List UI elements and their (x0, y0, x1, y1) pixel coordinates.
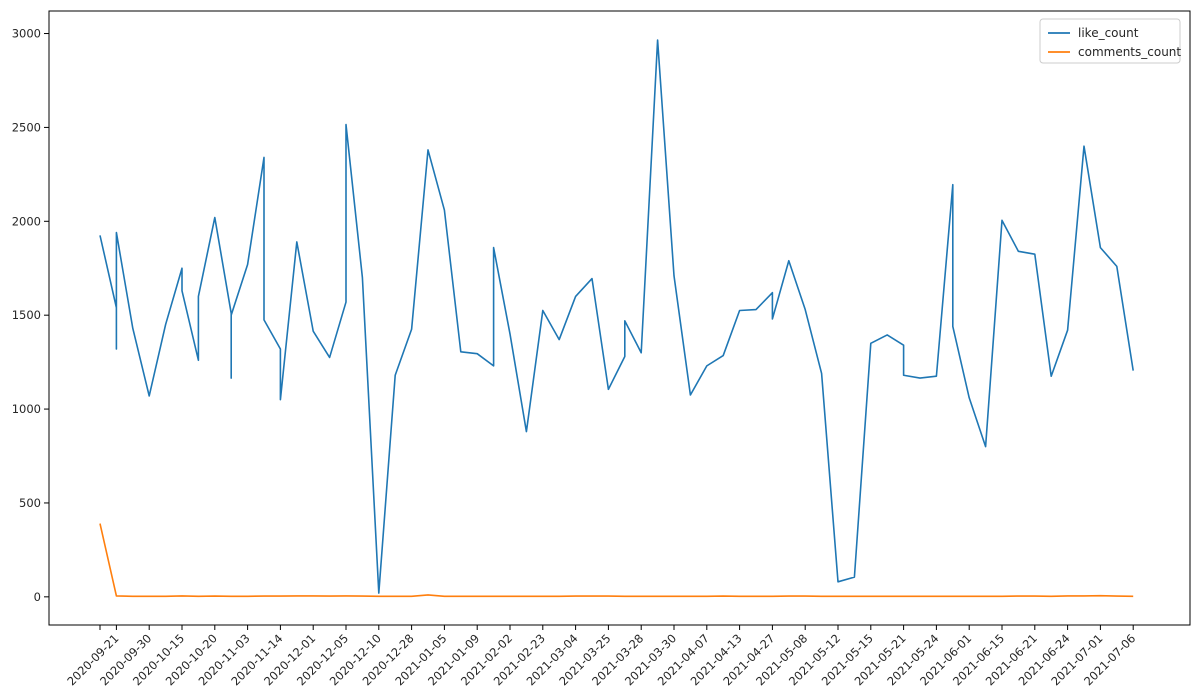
y-tick-label: 3000 (12, 27, 41, 41)
y-tick-label: 500 (19, 496, 41, 510)
series-line-comments-count (99, 523, 1134, 598)
legend-box (1039, 18, 1181, 64)
x-axis: 2020-09-212020-09-302020-10-152020-10-20… (64, 625, 1138, 688)
y-tick-label: 0 (34, 590, 41, 604)
plot-area-frame (48, 10, 1191, 626)
series-line-like-count (99, 39, 1134, 594)
y-tick-label: 1500 (12, 308, 41, 322)
y-axis: 0 500 1000 1500 2000 2500 3000 (12, 27, 49, 604)
y-tick-label: 1000 (12, 402, 41, 416)
legend-label: like_count (1078, 26, 1139, 40)
legend-label: comments_count (1078, 45, 1181, 59)
legend: like_count comments_count (1039, 18, 1181, 64)
y-tick-label: 2500 (12, 120, 41, 134)
y-tick-label: 2000 (12, 214, 41, 228)
series-lines (99, 39, 1134, 598)
